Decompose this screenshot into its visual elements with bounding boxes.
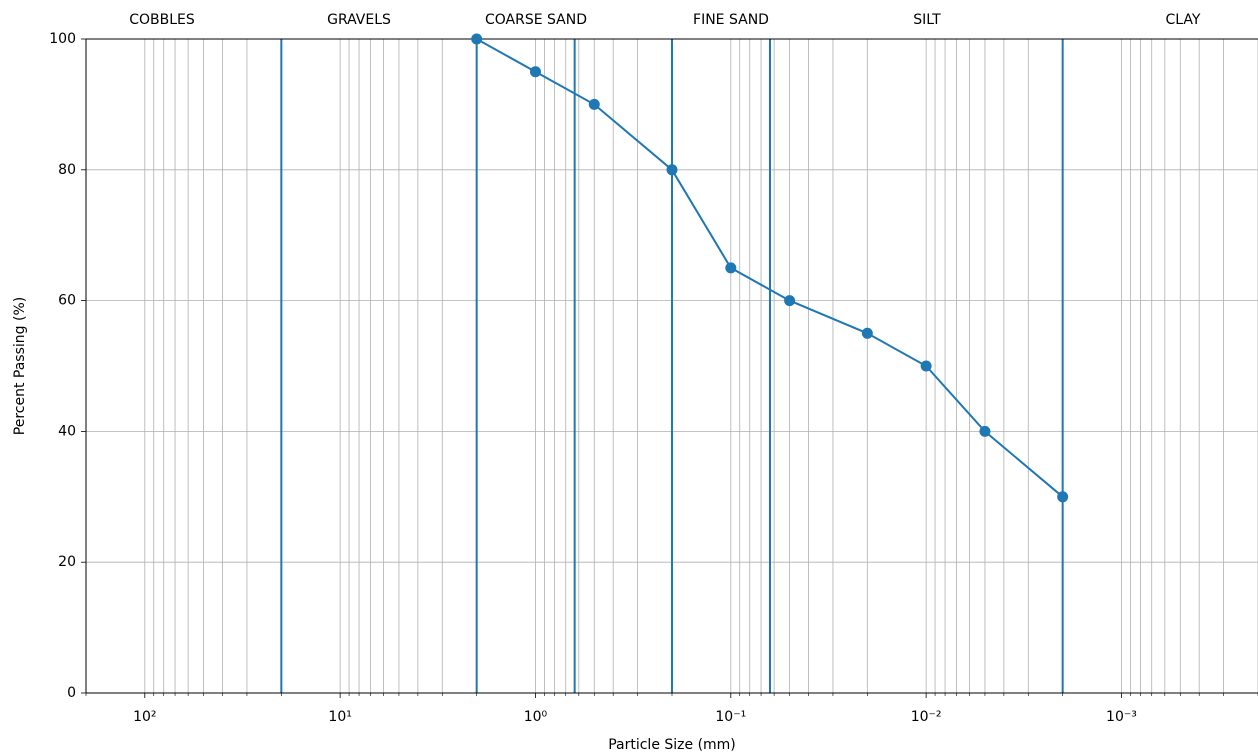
data-point: [861, 327, 873, 339]
data-point: [588, 98, 600, 110]
region-label: GRAVELS: [327, 12, 391, 28]
data-point: [471, 33, 483, 45]
y-tick-label: 0: [67, 685, 76, 701]
x-tick-label: 10⁻³: [1106, 709, 1137, 725]
data-point: [920, 360, 932, 372]
data-point: [529, 66, 541, 78]
x-tick-label: 10¹: [328, 709, 351, 725]
y-tick-label: 80: [58, 162, 76, 178]
x-tick-label: 10⁰: [524, 709, 548, 725]
region-label: SILT: [913, 12, 941, 28]
data-point: [666, 164, 678, 176]
data-point: [979, 425, 991, 437]
x-tick-label: 10⁻¹: [715, 709, 746, 725]
y-tick-label: 60: [58, 293, 76, 309]
data-line: [476, 38, 1064, 498]
data-point: [1057, 491, 1069, 503]
region-label: FINE SAND: [693, 12, 769, 28]
x-tick-label: 10⁻²: [911, 709, 942, 725]
y-tick-label: 100: [49, 31, 76, 47]
x-tick-label: 10²: [133, 709, 156, 725]
region-label: CLAY: [1166, 12, 1201, 28]
y-tick-label: 40: [58, 423, 76, 439]
data-point: [725, 262, 737, 274]
x-axis-label: Particle Size (mm): [608, 737, 736, 753]
region-label: COBBLES: [129, 12, 195, 28]
data-point: [784, 295, 796, 307]
region-label: COARSE SAND: [485, 12, 587, 28]
y-tick-label: 20: [58, 554, 76, 570]
y-axis-label: Percent Passing (%): [12, 297, 28, 435]
